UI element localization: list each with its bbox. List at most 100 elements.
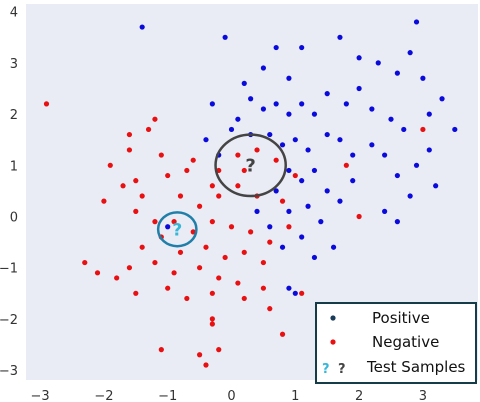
negative-point bbox=[267, 306, 273, 312]
negative-point bbox=[216, 275, 222, 281]
positive-point bbox=[382, 208, 388, 214]
negative-point bbox=[241, 167, 247, 174]
negative-point bbox=[203, 362, 209, 368]
positive-point bbox=[273, 188, 279, 194]
legend-label-positive: Positive bbox=[372, 309, 430, 327]
positive-point bbox=[330, 244, 337, 250]
legend-label-negative: Negative bbox=[372, 333, 439, 351]
positive-point bbox=[311, 254, 318, 261]
y-tick-label: 2 bbox=[10, 108, 18, 123]
positive-point bbox=[286, 167, 292, 174]
negative-point bbox=[248, 229, 254, 235]
negative-point bbox=[197, 203, 203, 209]
y-tick-label: −2 bbox=[0, 313, 18, 328]
negative-point bbox=[279, 331, 286, 337]
negative-point bbox=[133, 178, 139, 184]
positive-point bbox=[139, 24, 145, 30]
negative-point bbox=[286, 224, 292, 230]
test-samples: ?? bbox=[156, 133, 287, 248]
negative-point bbox=[267, 239, 273, 245]
positive-point bbox=[235, 116, 241, 122]
positive-point bbox=[165, 224, 171, 230]
negative-point bbox=[209, 290, 215, 296]
positive-point bbox=[343, 101, 349, 107]
y-tick-label: 3 bbox=[10, 57, 18, 72]
negative-point bbox=[126, 147, 133, 153]
positive-point bbox=[222, 34, 228, 40]
positive-point bbox=[452, 126, 458, 133]
negative-point bbox=[145, 126, 152, 133]
positive-point bbox=[413, 19, 420, 25]
positive-point bbox=[433, 183, 439, 189]
positive-point bbox=[369, 106, 375, 112]
positive-point bbox=[292, 290, 298, 296]
x-tick-label: 0 bbox=[227, 389, 235, 402]
positive-point bbox=[299, 178, 305, 184]
positive-point bbox=[324, 131, 330, 138]
negative-point bbox=[139, 244, 145, 250]
test-sample-question-icon: ? bbox=[245, 155, 255, 176]
positive-point bbox=[241, 80, 247, 86]
negative-point bbox=[120, 183, 126, 189]
positive-point bbox=[426, 147, 432, 153]
negative-point bbox=[107, 162, 113, 168]
negative-point bbox=[235, 183, 241, 189]
positive-point bbox=[356, 85, 362, 92]
positive-point bbox=[254, 208, 260, 214]
positive-point bbox=[394, 219, 400, 225]
positive-point bbox=[401, 126, 407, 133]
negative-point bbox=[190, 229, 196, 235]
negative-point bbox=[279, 198, 286, 204]
x-tick-label: −3 bbox=[31, 389, 50, 402]
negative-point bbox=[273, 157, 279, 163]
x-tick-label: −2 bbox=[94, 389, 113, 402]
positive-point bbox=[267, 224, 273, 230]
test-sample-circle bbox=[156, 211, 198, 248]
positive-point bbox=[286, 111, 292, 117]
negative-point bbox=[126, 265, 133, 271]
negative-point bbox=[152, 259, 158, 266]
negative-point bbox=[241, 295, 247, 302]
positive-point bbox=[388, 116, 394, 122]
negative-point bbox=[165, 172, 171, 179]
x-tick-label: 3 bbox=[419, 389, 427, 402]
positive-point bbox=[413, 162, 420, 168]
x-tick-label: −1 bbox=[158, 389, 177, 402]
positive-point bbox=[292, 137, 298, 143]
positive-point bbox=[350, 178, 356, 184]
positive-point bbox=[273, 44, 279, 51]
positive-point bbox=[273, 101, 279, 107]
positive-point bbox=[337, 34, 343, 40]
positive-point bbox=[375, 60, 381, 66]
positive-series bbox=[139, 19, 458, 296]
negative-point bbox=[203, 244, 209, 250]
positive-point bbox=[299, 44, 305, 51]
negative-point bbox=[209, 321, 215, 327]
negative-point bbox=[216, 193, 222, 199]
legend-marker-test-teal: ? bbox=[322, 362, 330, 377]
negative-point bbox=[133, 208, 139, 214]
negative-point bbox=[254, 147, 260, 153]
positive-point bbox=[228, 126, 235, 133]
positive-point bbox=[305, 147, 311, 153]
positive-point bbox=[203, 137, 209, 143]
negative-point bbox=[241, 249, 247, 255]
legend-marker-positive bbox=[330, 315, 336, 321]
positive-point bbox=[318, 219, 324, 225]
positive-point bbox=[279, 142, 286, 148]
test-sample-circle bbox=[214, 133, 287, 198]
positive-point bbox=[267, 131, 273, 138]
negative-point bbox=[152, 116, 158, 122]
negative-point bbox=[222, 254, 228, 261]
negative-point bbox=[292, 172, 298, 179]
y-tick-label: 0 bbox=[10, 211, 18, 226]
positive-point bbox=[279, 244, 286, 250]
negative-point bbox=[94, 270, 101, 276]
positive-point bbox=[369, 142, 375, 148]
negative-point bbox=[356, 213, 362, 220]
negative-point bbox=[343, 162, 349, 168]
negative-point bbox=[209, 183, 215, 189]
test-sample-question-icon: ? bbox=[172, 220, 182, 240]
positive-point bbox=[209, 101, 215, 107]
